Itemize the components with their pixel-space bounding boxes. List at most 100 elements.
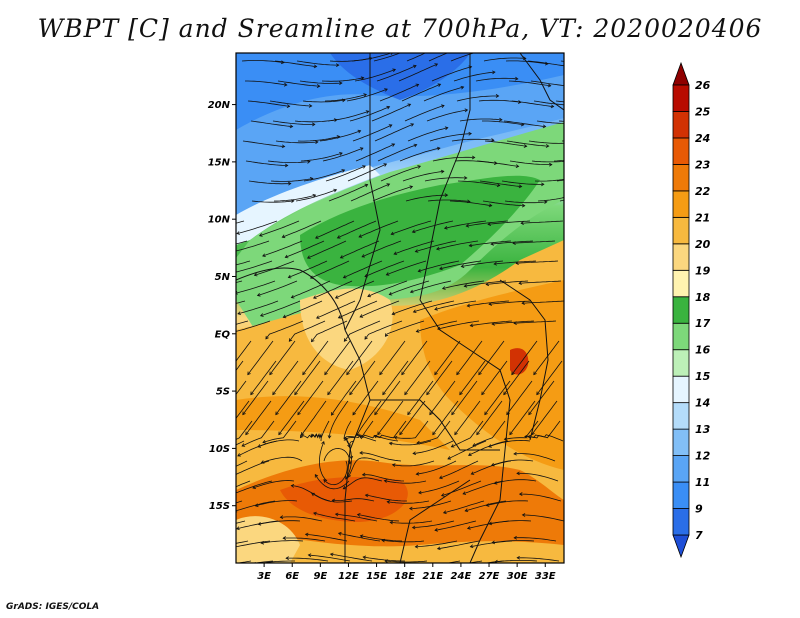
- colorbar-label: 12: [695, 450, 711, 463]
- lat-label: 10N: [208, 215, 231, 226]
- streamline-arrow: [481, 391, 485, 396]
- streamline-arrow: [262, 253, 266, 257]
- streamline-arrow: [362, 165, 366, 169]
- streamline: [297, 136, 340, 142]
- streamline: [379, 340, 406, 375]
- streamline: [236, 240, 270, 252]
- streamline: [491, 240, 534, 245]
- streamline-arrow: [256, 293, 261, 297]
- streamline: [445, 560, 461, 563]
- streamline: [483, 57, 526, 62]
- streamline-arrow: [231, 565, 234, 568]
- streamline-arrow: [224, 432, 227, 435]
- streamline-arrow: [379, 371, 383, 376]
- lon-label: 9E: [313, 571, 327, 582]
- streamline-arrow: [316, 84, 321, 88]
- streamline: [272, 120, 315, 125]
- streamline-arrow: [513, 451, 517, 456]
- streamline: [516, 260, 559, 264]
- streamline: [247, 100, 290, 107]
- streamline-arrow: [236, 526, 240, 531]
- streamline: [537, 197, 564, 202]
- streamline-arrow: [308, 103, 313, 108]
- country-borders: [236, 53, 564, 563]
- streamline: [245, 160, 288, 166]
- streamline-arrow: [544, 200, 548, 204]
- streamline-arrow: [388, 441, 393, 446]
- streamline: [251, 200, 294, 203]
- streamline-arrow: [242, 411, 246, 416]
- streamline: [501, 180, 544, 185]
- streamline: [534, 178, 564, 182]
- streamline: [450, 53, 476, 62]
- streamline: [559, 199, 564, 202]
- streamline: [346, 88, 388, 102]
- streamline-arrow: [284, 254, 289, 259]
- streamline-arrow: [413, 64, 417, 69]
- colorbar-label: 25: [695, 105, 711, 118]
- streamline: [236, 500, 276, 512]
- colorbar: 7 9 11 12 13 14 15 16 17 18 19 20 21 22 23 24 25 26: [672, 61, 711, 559]
- streamline: [386, 260, 427, 276]
- streamline: [530, 80, 564, 87]
- border-line: [419, 53, 471, 301]
- streamline-arrow: [361, 472, 366, 477]
- streamline: [531, 160, 564, 163]
- streamline: [536, 360, 563, 395]
- streamline-arrow: [488, 302, 493, 306]
- streamline-arrow: [503, 391, 507, 396]
- streamline: [394, 420, 429, 439]
- streamline: [443, 500, 485, 514]
- colorbar-cap-top: [672, 61, 690, 86]
- colorbar-swatch: [672, 402, 690, 430]
- streamline: [302, 99, 345, 103]
- colorbar-label: 15: [695, 370, 711, 383]
- streamline-arrow: [306, 255, 311, 259]
- streamline-arrow: [259, 313, 264, 317]
- colorbar-swatch: [672, 164, 690, 192]
- streamline-arrow: [438, 475, 443, 480]
- streamline: [444, 220, 487, 229]
- streamline-arrow: [513, 535, 517, 540]
- streamline: [285, 240, 325, 258]
- colorbar-label: 14: [695, 397, 710, 410]
- streamline-arrow: [541, 182, 545, 187]
- streamline-arrow: [260, 460, 265, 464]
- streamline-arrow: [284, 163, 289, 168]
- streamline: [274, 194, 316, 202]
- streamline: [514, 320, 557, 324]
- streamline-arrow: [515, 164, 520, 168]
- streamline-arrow: [411, 525, 416, 530]
- streamline: [423, 86, 464, 102]
- streamline: [237, 300, 279, 315]
- coastline: [499, 279, 549, 441]
- streamline-arrow: [417, 268, 422, 273]
- streamline-arrow: [384, 88, 388, 92]
- streamline: [294, 360, 321, 395]
- streamline: [380, 165, 421, 182]
- streamline: [288, 260, 328, 278]
- streamline-arrow: [209, 476, 212, 479]
- streamline: [330, 553, 373, 562]
- streamline: [236, 460, 248, 467]
- colorbar-label: 9: [695, 503, 703, 516]
- lon-label: 33E: [535, 571, 556, 582]
- streamline-arrow: [362, 555, 367, 560]
- streamline-arrow: [496, 183, 501, 188]
- streamline-arrow: [335, 63, 340, 68]
- streamline: [325, 165, 366, 182]
- streamline: [236, 260, 251, 266]
- streamline-arrow: [442, 510, 447, 515]
- streamline-arrow: [202, 510, 205, 513]
- streamline-arrow: [412, 451, 417, 456]
- streamline-arrow: [417, 165, 422, 169]
- streamline: [262, 240, 303, 257]
- streamline: [335, 513, 378, 522]
- colorbar-swatch: [672, 349, 690, 377]
- streamline-arrow: [288, 338, 293, 342]
- streamline-arrow: [468, 131, 472, 136]
- streamline-arrow: [280, 60, 285, 65]
- streamline-arrow: [492, 70, 496, 75]
- streamline: [410, 280, 452, 293]
- streamline-arrow: [440, 169, 445, 174]
